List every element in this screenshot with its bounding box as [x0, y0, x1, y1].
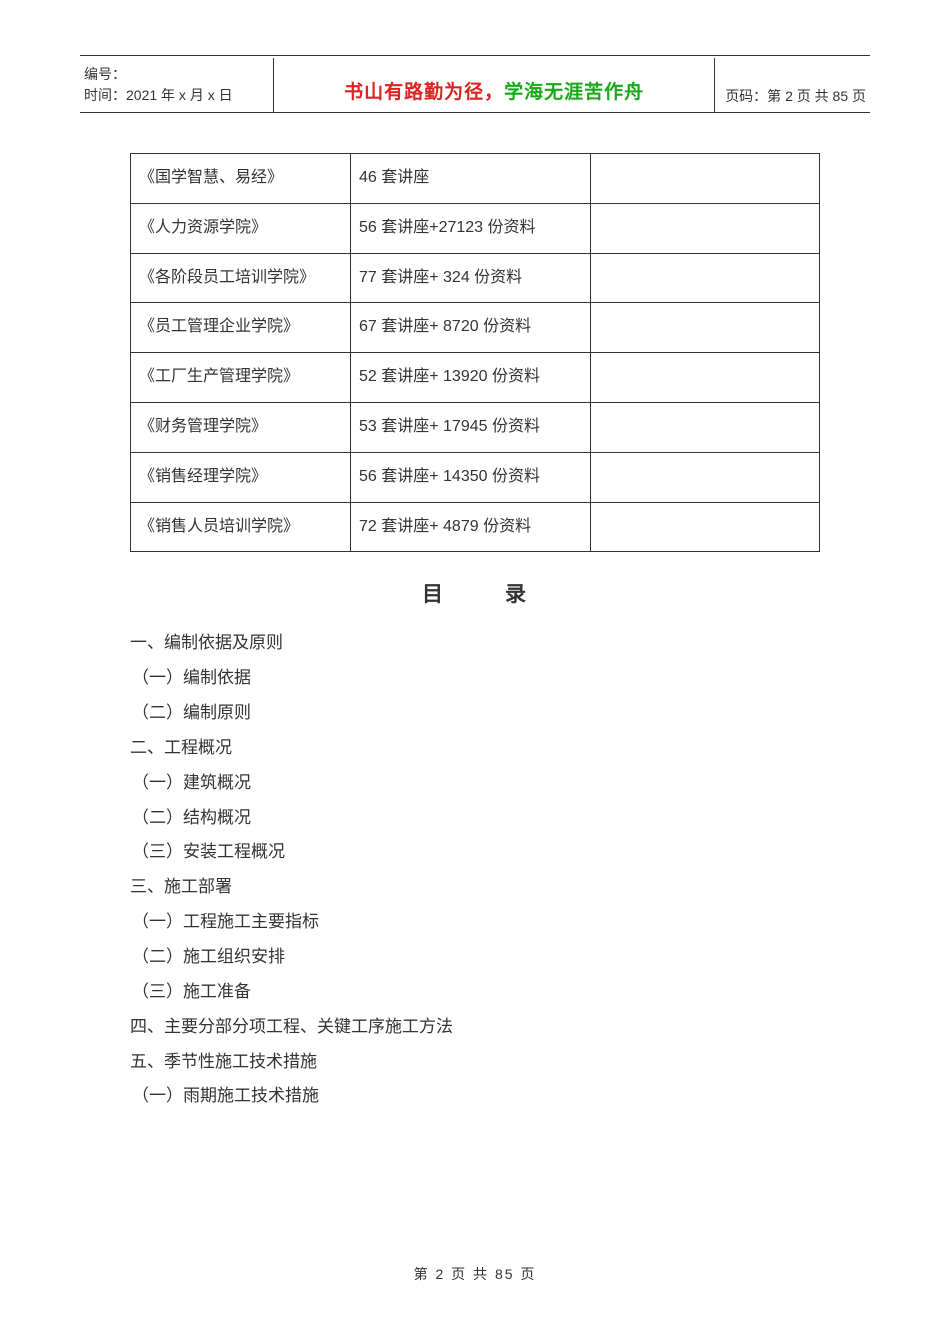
toc-title-right: 录	[505, 583, 528, 606]
header-center-cell: 书山有路勤为径，学海无涯苦作舟	[274, 58, 715, 112]
footer-page-number: 第 2 页 共 85 页	[0, 1264, 950, 1284]
table-cell-content: 46 套讲座	[351, 154, 591, 204]
toc-item: （三）施工准备	[130, 975, 820, 1010]
table-row: 《财务管理学院》 53 套讲座+ 17945 份资料	[131, 402, 820, 452]
table-row: 《销售经理学院》 56 套讲座+ 14350 份资料	[131, 452, 820, 502]
table-cell-blank	[591, 452, 820, 502]
table-cell-name: 《人力资源学院》	[131, 203, 351, 253]
table-row: 《国学智慧、易经》 46 套讲座	[131, 154, 820, 204]
page-container: 编号： 时间：2021 年 x 月 x 日 书山有路勤为径，学海无涯苦作舟 页码…	[0, 0, 950, 1114]
table-cell-name: 《工厂生产管理学院》	[131, 353, 351, 403]
serial-label: 编号：	[84, 64, 263, 85]
motto-red: 书山有路勤为径，	[344, 82, 504, 103]
toc-item: （一）工程施工主要指标	[130, 905, 820, 940]
table-cell-name: 《财务管理学院》	[131, 402, 351, 452]
toc-item: 二、工程概况	[130, 731, 820, 766]
table-cell-blank	[591, 353, 820, 403]
toc-item: （二）编制原则	[130, 696, 820, 731]
header-top-rule	[80, 55, 870, 56]
motto: 书山有路勤为径，学海无涯苦作舟	[344, 77, 644, 104]
toc-item: 四、主要分部分项工程、关键工序施工方法	[130, 1010, 820, 1045]
toc-title: 目录	[130, 578, 820, 608]
table-cell-content: 72 套讲座+ 4879 份资料	[351, 502, 591, 552]
toc-title-left: 目	[422, 583, 445, 606]
course-table-body: 《国学智慧、易经》 46 套讲座 《人力资源学院》 56 套讲座+27123 份…	[131, 154, 820, 552]
table-cell-name: 《销售人员培训学院》	[131, 502, 351, 552]
toc-list: 一、编制依据及原则 （一）编制依据 （二）编制原则 二、工程概况 （一）建筑概况…	[130, 626, 820, 1114]
table-row: 《各阶段员工培训学院》 77 套讲座+ 324 份资料	[131, 253, 820, 303]
table-cell-blank	[591, 154, 820, 204]
page-number-label: 页码：第 2 页 共 85 页	[725, 86, 866, 106]
table-row: 《工厂生产管理学院》 52 套讲座+ 13920 份资料	[131, 353, 820, 403]
toc-item: （一）编制依据	[130, 661, 820, 696]
table-row: 《销售人员培训学院》 72 套讲座+ 4879 份资料	[131, 502, 820, 552]
table-cell-content: 52 套讲座+ 13920 份资料	[351, 353, 591, 403]
table-cell-content: 56 套讲座+27123 份资料	[351, 203, 591, 253]
toc-item: （一）建筑概况	[130, 766, 820, 801]
table-cell-blank	[591, 402, 820, 452]
table-row: 《员工管理企业学院》 67 套讲座+ 8720 份资料	[131, 303, 820, 353]
header-left-cell: 编号： 时间：2021 年 x 月 x 日	[80, 58, 274, 112]
toc-item: （二）结构概况	[130, 801, 820, 836]
table-cell-content: 53 套讲座+ 17945 份资料	[351, 402, 591, 452]
table-cell-blank	[591, 303, 820, 353]
course-table: 《国学智慧、易经》 46 套讲座 《人力资源学院》 56 套讲座+27123 份…	[130, 153, 820, 552]
table-row: 《人力资源学院》 56 套讲座+27123 份资料	[131, 203, 820, 253]
table-cell-name: 《国学智慧、易经》	[131, 154, 351, 204]
toc-item: 三、施工部署	[130, 870, 820, 905]
date-label: 时间：2021 年 x 月 x 日	[84, 85, 263, 106]
table-cell-content: 77 套讲座+ 324 份资料	[351, 253, 591, 303]
toc-item: （二）施工组织安排	[130, 940, 820, 975]
table-cell-name: 《员工管理企业学院》	[131, 303, 351, 353]
table-cell-name: 《销售经理学院》	[131, 452, 351, 502]
motto-green: 学海无涯苦作舟	[504, 82, 644, 103]
table-cell-blank	[591, 253, 820, 303]
toc-item: （一）雨期施工技术措施	[130, 1079, 820, 1114]
table-cell-blank	[591, 502, 820, 552]
table-cell-content: 56 套讲座+ 14350 份资料	[351, 452, 591, 502]
content-area: 《国学智慧、易经》 46 套讲座 《人力资源学院》 56 套讲座+27123 份…	[80, 113, 870, 1114]
header-right-cell: 页码：第 2 页 共 85 页	[715, 58, 870, 112]
toc-item: 五、季节性施工技术措施	[130, 1045, 820, 1080]
table-cell-blank	[591, 203, 820, 253]
table-cell-name: 《各阶段员工培训学院》	[131, 253, 351, 303]
toc-item: 一、编制依据及原则	[130, 626, 820, 661]
header-box: 编号： 时间：2021 年 x 月 x 日 书山有路勤为径，学海无涯苦作舟 页码…	[80, 58, 870, 113]
toc-item: （三）安装工程概况	[130, 835, 820, 870]
table-cell-content: 67 套讲座+ 8720 份资料	[351, 303, 591, 353]
